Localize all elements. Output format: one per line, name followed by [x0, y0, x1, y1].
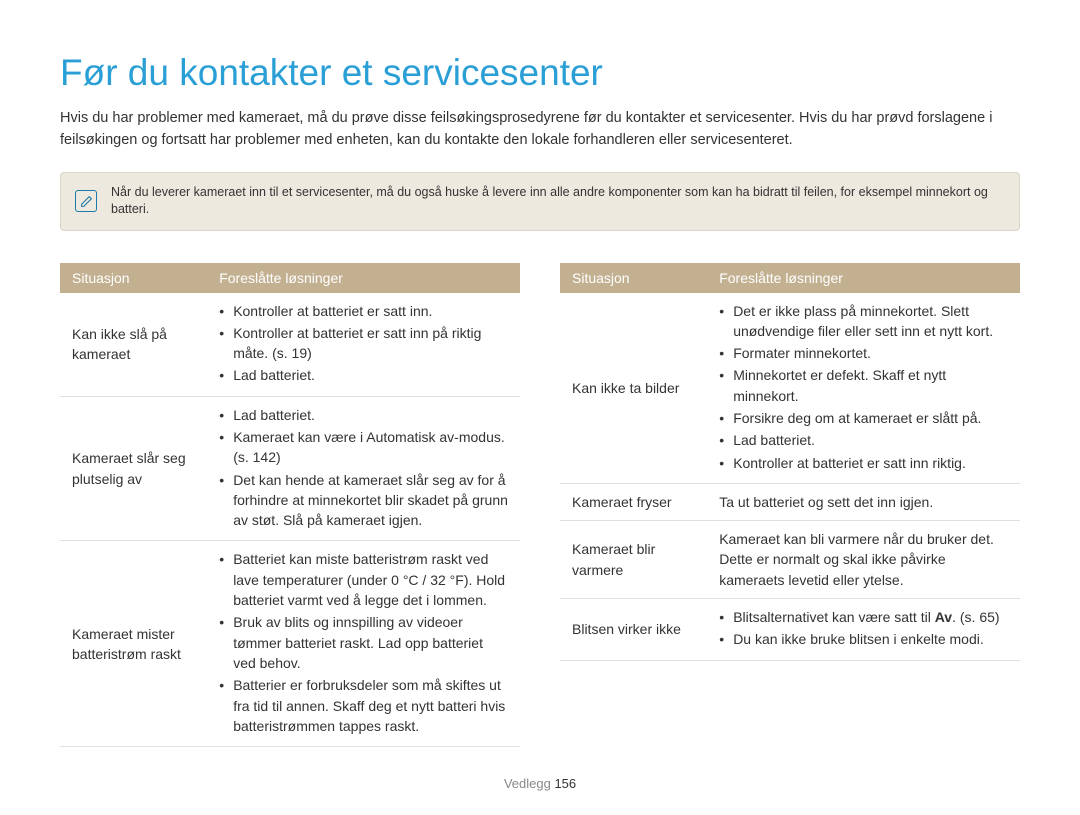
situation-cell: Kan ikke slå på kameraet	[60, 293, 207, 397]
table-row: Kameraet blir varmereKameraet kan bli va…	[560, 521, 1020, 599]
table-row: Kameraet fryserTa ut batteriet og sett d…	[560, 483, 1020, 520]
situation-cell: Blitsen virker ikke	[560, 599, 707, 661]
troubleshoot-table-left: Situasjon Foreslåtte løsninger Kan ikke …	[60, 263, 520, 748]
solution-cell: Kameraet kan bli varmere når du bruker d…	[707, 521, 1020, 599]
solution-item: Formater minnekortet.	[719, 343, 1008, 363]
solution-item: Du kan ikke bruke blitsen i enkelte modi…	[719, 629, 1008, 649]
table-row: Kameraet slår seg plutselig avLad batter…	[60, 396, 520, 541]
solution-item: Forsikre deg om at kameraet er slått på.	[719, 408, 1008, 428]
col-header-situation: Situasjon	[60, 263, 207, 293]
solution-item: Lad batteriet.	[219, 405, 508, 425]
table-row: Kan ikke ta bilder Det er ikke plass på m…	[560, 293, 1020, 484]
situation-cell: Kameraet fryser	[560, 483, 707, 520]
note-text: Når du leverer kameraet inn til et servi…	[111, 184, 1005, 219]
content-columns: Situasjon Foreslåtte løsninger Kan ikke …	[60, 263, 1020, 748]
solution-item: Kontroller at batteriet er satt inn på r…	[219, 323, 508, 364]
col-header-solutions: Foreslåtte løsninger	[207, 263, 520, 293]
solution-item: Kontroller at batteriet er satt inn.	[219, 301, 508, 321]
solution-cell: Kontroller at batteriet er satt inn.Kont…	[207, 293, 520, 397]
solution-item: Lad batteriet.	[219, 365, 508, 385]
solution-cell: Blitsalternativet kan være satt til Av. …	[707, 599, 1020, 661]
table-row: Blitsen virker ikke Blitsalternativet kan…	[560, 599, 1020, 661]
page-title: Før du kontakter et servicesenter	[60, 52, 1020, 94]
solution-item: Det er ikke plass på minnekortet. Slett …	[719, 301, 1008, 342]
solution-item: Batteriet kan miste batteristrøm raskt v…	[219, 549, 508, 610]
left-column: Situasjon Foreslåtte løsninger Kan ikke …	[60, 263, 520, 748]
solution-item: Kameraet kan være i Automatisk av-modus.…	[219, 427, 508, 468]
col-header-solutions: Foreslåtte løsninger	[707, 263, 1020, 293]
situation-cell: Kameraet mister batteristrøm raskt	[60, 541, 207, 747]
solution-cell: Lad batteriet.Kameraet kan være i Automa…	[207, 396, 520, 541]
intro-text: Hvis du har problemer med kameraet, må d…	[60, 108, 1020, 152]
troubleshoot-table-right: Situasjon Foreslåtte løsninger Kan ikke …	[560, 263, 1020, 661]
solution-cell: Det er ikke plass på minnekortet. Slett …	[707, 293, 1020, 484]
right-column: Situasjon Foreslåtte løsninger Kan ikke …	[560, 263, 1020, 748]
solution-item: Batterier er forbruksdeler som må skifte…	[219, 675, 508, 736]
solution-item: Minnekortet er defekt. Skaff et nytt min…	[719, 365, 1008, 406]
situation-cell: Kan ikke ta bilder	[560, 293, 707, 484]
solution-item: Bruk av blits og innspilling av videoer …	[219, 612, 508, 673]
solution-item: Kontroller at batteriet er satt inn rikt…	[719, 453, 1008, 473]
note-icon	[75, 190, 97, 212]
page-footer: Vedlegg 156	[0, 776, 1080, 791]
situation-cell: Kameraet slår seg plutselig av	[60, 396, 207, 541]
solution-cell: Ta ut batteriet og sett det inn igjen.	[707, 483, 1020, 520]
table-row: Kameraet mister batteristrøm rasktBatter…	[60, 541, 520, 747]
situation-cell: Kameraet blir varmere	[560, 521, 707, 599]
note-box: Når du leverer kameraet inn til et servi…	[60, 172, 1020, 231]
col-header-situation: Situasjon	[560, 263, 707, 293]
solution-item: Blitsalternativet kan være satt til Av. …	[719, 607, 1008, 627]
footer-section: Vedlegg	[504, 776, 551, 791]
table-row: Kan ikke slå på kameraetKontroller at ba…	[60, 293, 520, 397]
footer-page-number: 156	[554, 776, 576, 791]
solution-item: Lad batteriet.	[719, 430, 1008, 450]
solution-cell: Batteriet kan miste batteristrøm raskt v…	[207, 541, 520, 747]
solution-item: Det kan hende at kameraet slår seg av fo…	[219, 470, 508, 531]
